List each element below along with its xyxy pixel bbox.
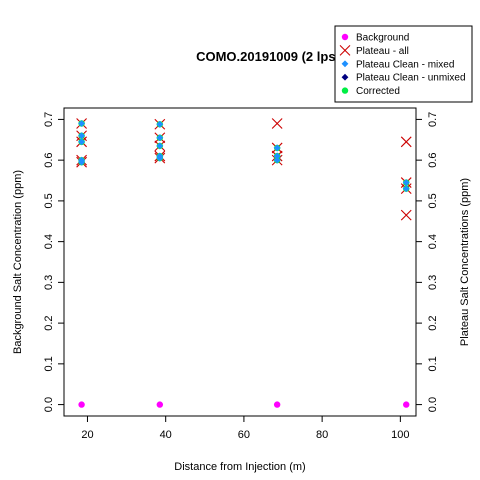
legend-marker-plateau-all [339,45,351,56]
point-overlay-clean-mixed [273,156,281,164]
point-overlay-clean-mixed [156,120,164,128]
y-tick-label-right: 0.6 [427,152,439,167]
y-tick-label-right: 0.2 [427,315,439,330]
y-tick-label-right: 0.4 [427,234,439,249]
y-tick-label-right: 0.0 [427,397,439,412]
point-background [78,401,85,408]
y-axis-left-label: Background Salt Concentration (ppm) [12,170,24,354]
y-tick-label-right: 0.1 [427,356,439,371]
legend-box [334,25,473,103]
legend-label-corrected: Corrected [356,86,400,97]
x-tick-label: 20 [81,429,93,441]
y-tick-label-right: 0.5 [427,193,439,208]
data-points [76,118,412,408]
y-tick-label-left: 0.5 [43,193,55,208]
point-overlay-clean-mixed [273,152,281,160]
point-overlay-clean-mixed [402,179,410,186]
point-plateau-all [400,209,412,221]
chart-title: COMO.20191009 (2 lps) [196,49,340,64]
legend-label-plateau-clean-unmixed: Plateau Clean - unmixed [356,73,466,84]
legend-marker-corrected [341,87,349,94]
point-overlay-clean-mixed [78,138,85,146]
point-overlay-clean-mixed [78,158,85,166]
y-tick-label-left: 0.0 [43,397,55,412]
legend-label-plateau-all: Plateau - all [356,46,409,57]
point-overlay-clean-mixed [78,132,85,140]
x-axis-label: Distance from Injection (m) [174,461,305,473]
x-axis: 20 40 60 80 100 [81,416,410,441]
point-overlay-clean-mixed [156,154,164,162]
point-background [273,401,281,408]
legend-label-plateau-clean-mixed: Plateau Clean - mixed [356,59,454,70]
point-overlay-clean-mixed [78,120,85,127]
legend-label-background: Background [356,33,409,44]
y-tick-label-left: 0.1 [43,356,55,371]
x-tick-label: 60 [238,429,250,441]
y-tick-label-left: 0.7 [43,112,55,127]
point-plateau-all [400,136,412,148]
legend-marker-plateau-clean-mixed [341,60,349,68]
point-background [403,401,410,408]
point-plateau-all [271,118,283,129]
x-tick-label: 100 [391,429,409,441]
y-tick-label-right: 0.7 [427,112,439,127]
y-tick-label-left: 0.6 [43,152,55,167]
point-overlay-clean-mixed [273,144,281,152]
point-overlay-clean-mixed [156,134,164,142]
legend-marker-background [341,33,349,41]
x-tick-label: 80 [316,429,328,441]
y-axis-right-label: Plateau Salt Concentrations (ppm) [459,178,471,346]
point-background [156,401,164,408]
y-axis-right: 0.0 0.1 0.2 0.3 0.4 0.5 0.6 0.7 [416,112,439,412]
point-overlay-clean-mixed [402,185,410,193]
y-tick-label-left: 0.3 [43,275,55,290]
x-tick-label: 40 [160,429,172,441]
plot-frame [63,107,417,417]
y-tick-label-left: 0.2 [43,315,55,330]
legend: Background Plateau - all Plateau Clean - m… [334,25,473,103]
y-tick-label-left: 0.4 [43,234,55,249]
legend-marker-plateau-clean-unmixed [341,73,349,81]
y-tick-label-right: 0.3 [427,275,439,290]
y-axis-left: 0.0 0.1 0.2 0.3 0.4 0.5 0.6 0.7 [43,112,64,412]
point-overlay-clean-mixed [156,142,164,150]
